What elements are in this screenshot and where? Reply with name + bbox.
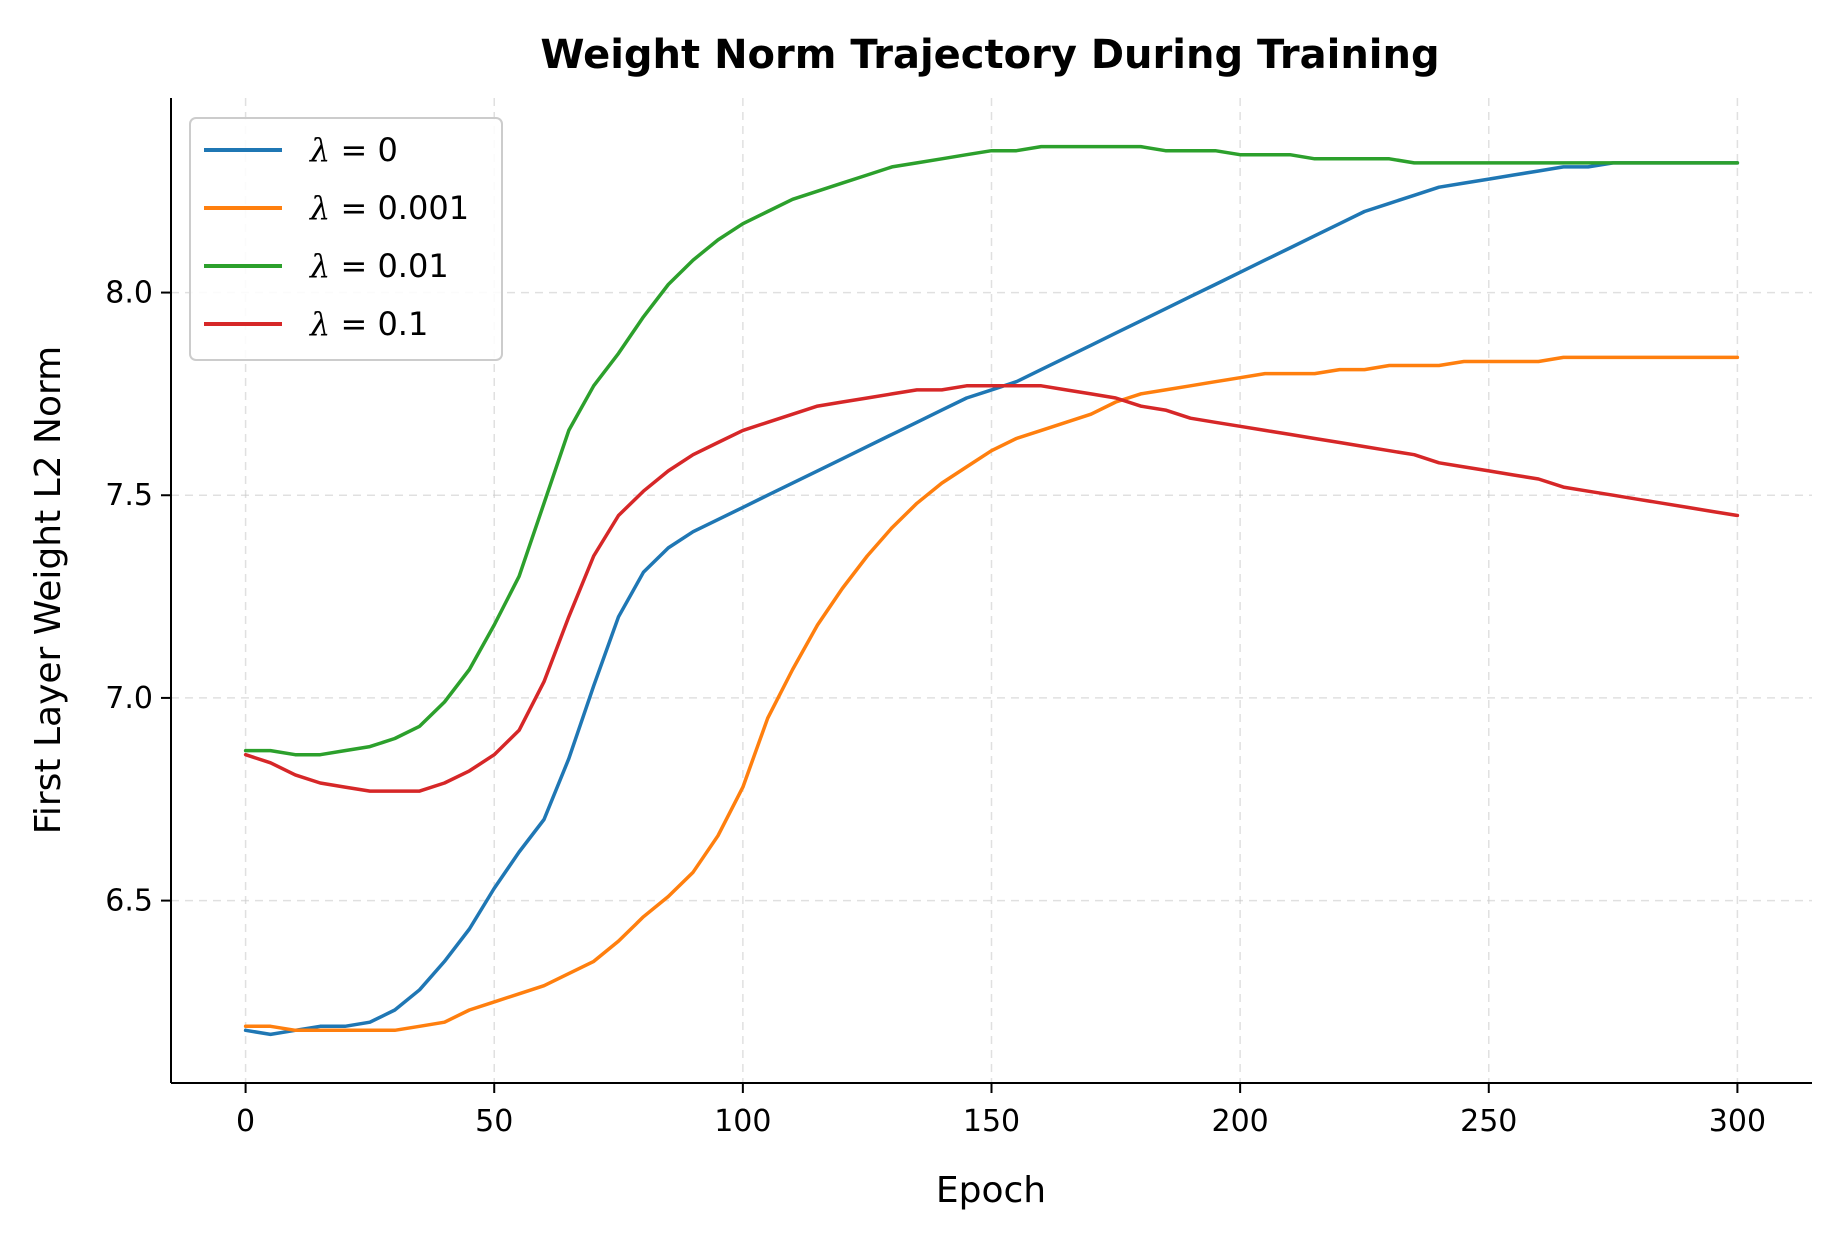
x-tick-label: 200	[1212, 1104, 1269, 1139]
legend-value: = 0.1	[330, 305, 428, 343]
y-tick-label: 7.5	[105, 478, 153, 513]
series-line-1	[243, 355, 1740, 1033]
legend-symbol: λ	[308, 305, 330, 343]
x-tick-label: 300	[1709, 1104, 1766, 1139]
series-line-3	[243, 384, 1740, 793]
legend-symbol: λ	[308, 247, 330, 285]
legend-label-0: λ = 0	[308, 131, 398, 169]
y-tick-label: 6.5	[105, 884, 153, 919]
legend-frame	[189, 117, 503, 361]
x-tick-label: 50	[475, 1104, 513, 1139]
legend-symbol: λ	[308, 131, 330, 169]
y-tick-label: 7.0	[105, 681, 153, 716]
legend-label-1: λ = 0.001	[308, 189, 469, 227]
legend-value: = 0	[330, 131, 398, 169]
x-tick-label: 150	[963, 1104, 1020, 1139]
legend-label-3: λ = 0.1	[308, 305, 428, 343]
series-line-2	[243, 144, 1740, 757]
series-layer	[243, 144, 1740, 1037]
y-axis-label: First Layer Weight L2 Norm	[28, 346, 69, 834]
x-axis-label: Epoch	[936, 1170, 1046, 1211]
y-tick-label: 8.0	[105, 276, 153, 311]
legend-symbol: λ	[308, 189, 330, 227]
legend-label-2: λ = 0.01	[308, 247, 449, 285]
series-line-0	[243, 161, 1740, 1037]
legend-value: = 0.01	[330, 247, 448, 285]
x-tick-label: 100	[714, 1104, 771, 1139]
x-tick-label: 250	[1460, 1104, 1517, 1139]
chart-title: Weight Norm Trajectory During Training	[540, 32, 1439, 78]
x-tick-label: 0	[236, 1104, 255, 1139]
legend-value: = 0.001	[330, 189, 469, 227]
ticks: 0 50 100 150 200 250 300 6.5 7.0 7.5 8.0	[105, 276, 1766, 1139]
